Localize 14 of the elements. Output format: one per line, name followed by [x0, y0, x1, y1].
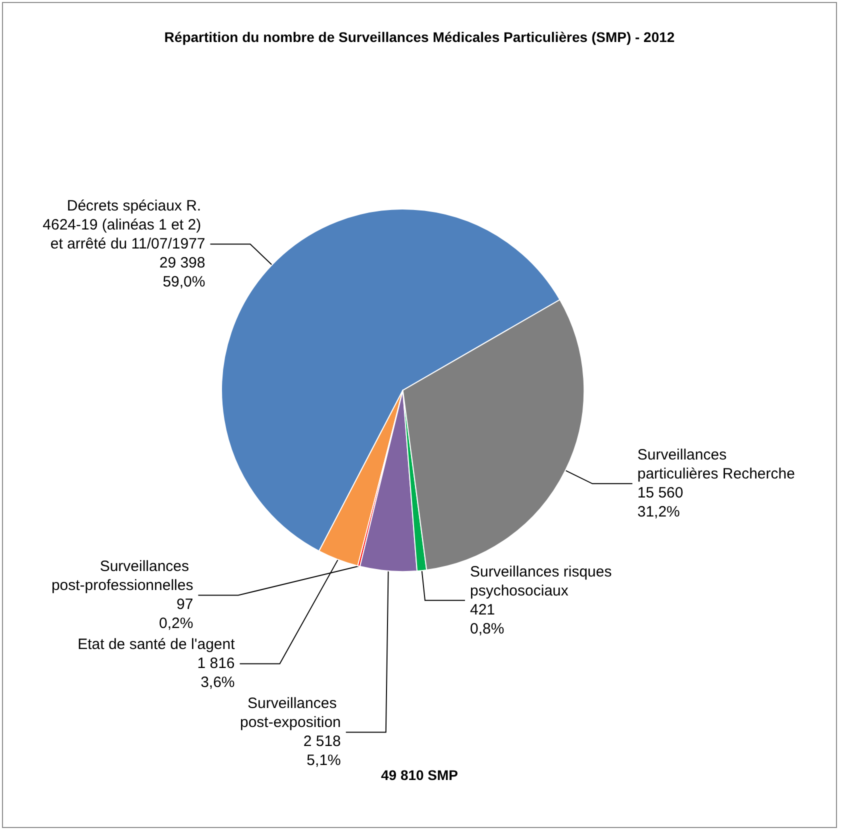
slice-label: Décrets spéciaux R. 4624-19 (alinéas 1 et 2) et arrêté du 11/07/1977	[42, 198, 206, 253]
text: 49 810 SMP	[380, 767, 458, 783]
slice-label: Surveillances post-exposition	[240, 695, 341, 732]
data-label: 15 560 31,2%	[637, 484, 684, 521]
slice-label: Etat de santé de l'agent	[78, 636, 236, 654]
chart-title: Répartition du nombre de Surveillances Médicales Particulières (SMP) - 2012	[164, 29, 675, 45]
slice-label: Surveillances risques psychosociaux	[470, 563, 616, 600]
data-label: 1 816 3,6%	[197, 655, 235, 692]
data-label: 421 0,8%	[470, 601, 504, 638]
data-label: 2 518 5,1%	[303, 733, 341, 770]
data-label: 97 0,2%	[159, 596, 194, 632]
data-label: 29 398 59,0%	[159, 254, 206, 291]
slice-label: Surveillances particulières Recherche	[637, 446, 795, 483]
slice-label: Surveillances post-professionnelles	[51, 558, 194, 594]
